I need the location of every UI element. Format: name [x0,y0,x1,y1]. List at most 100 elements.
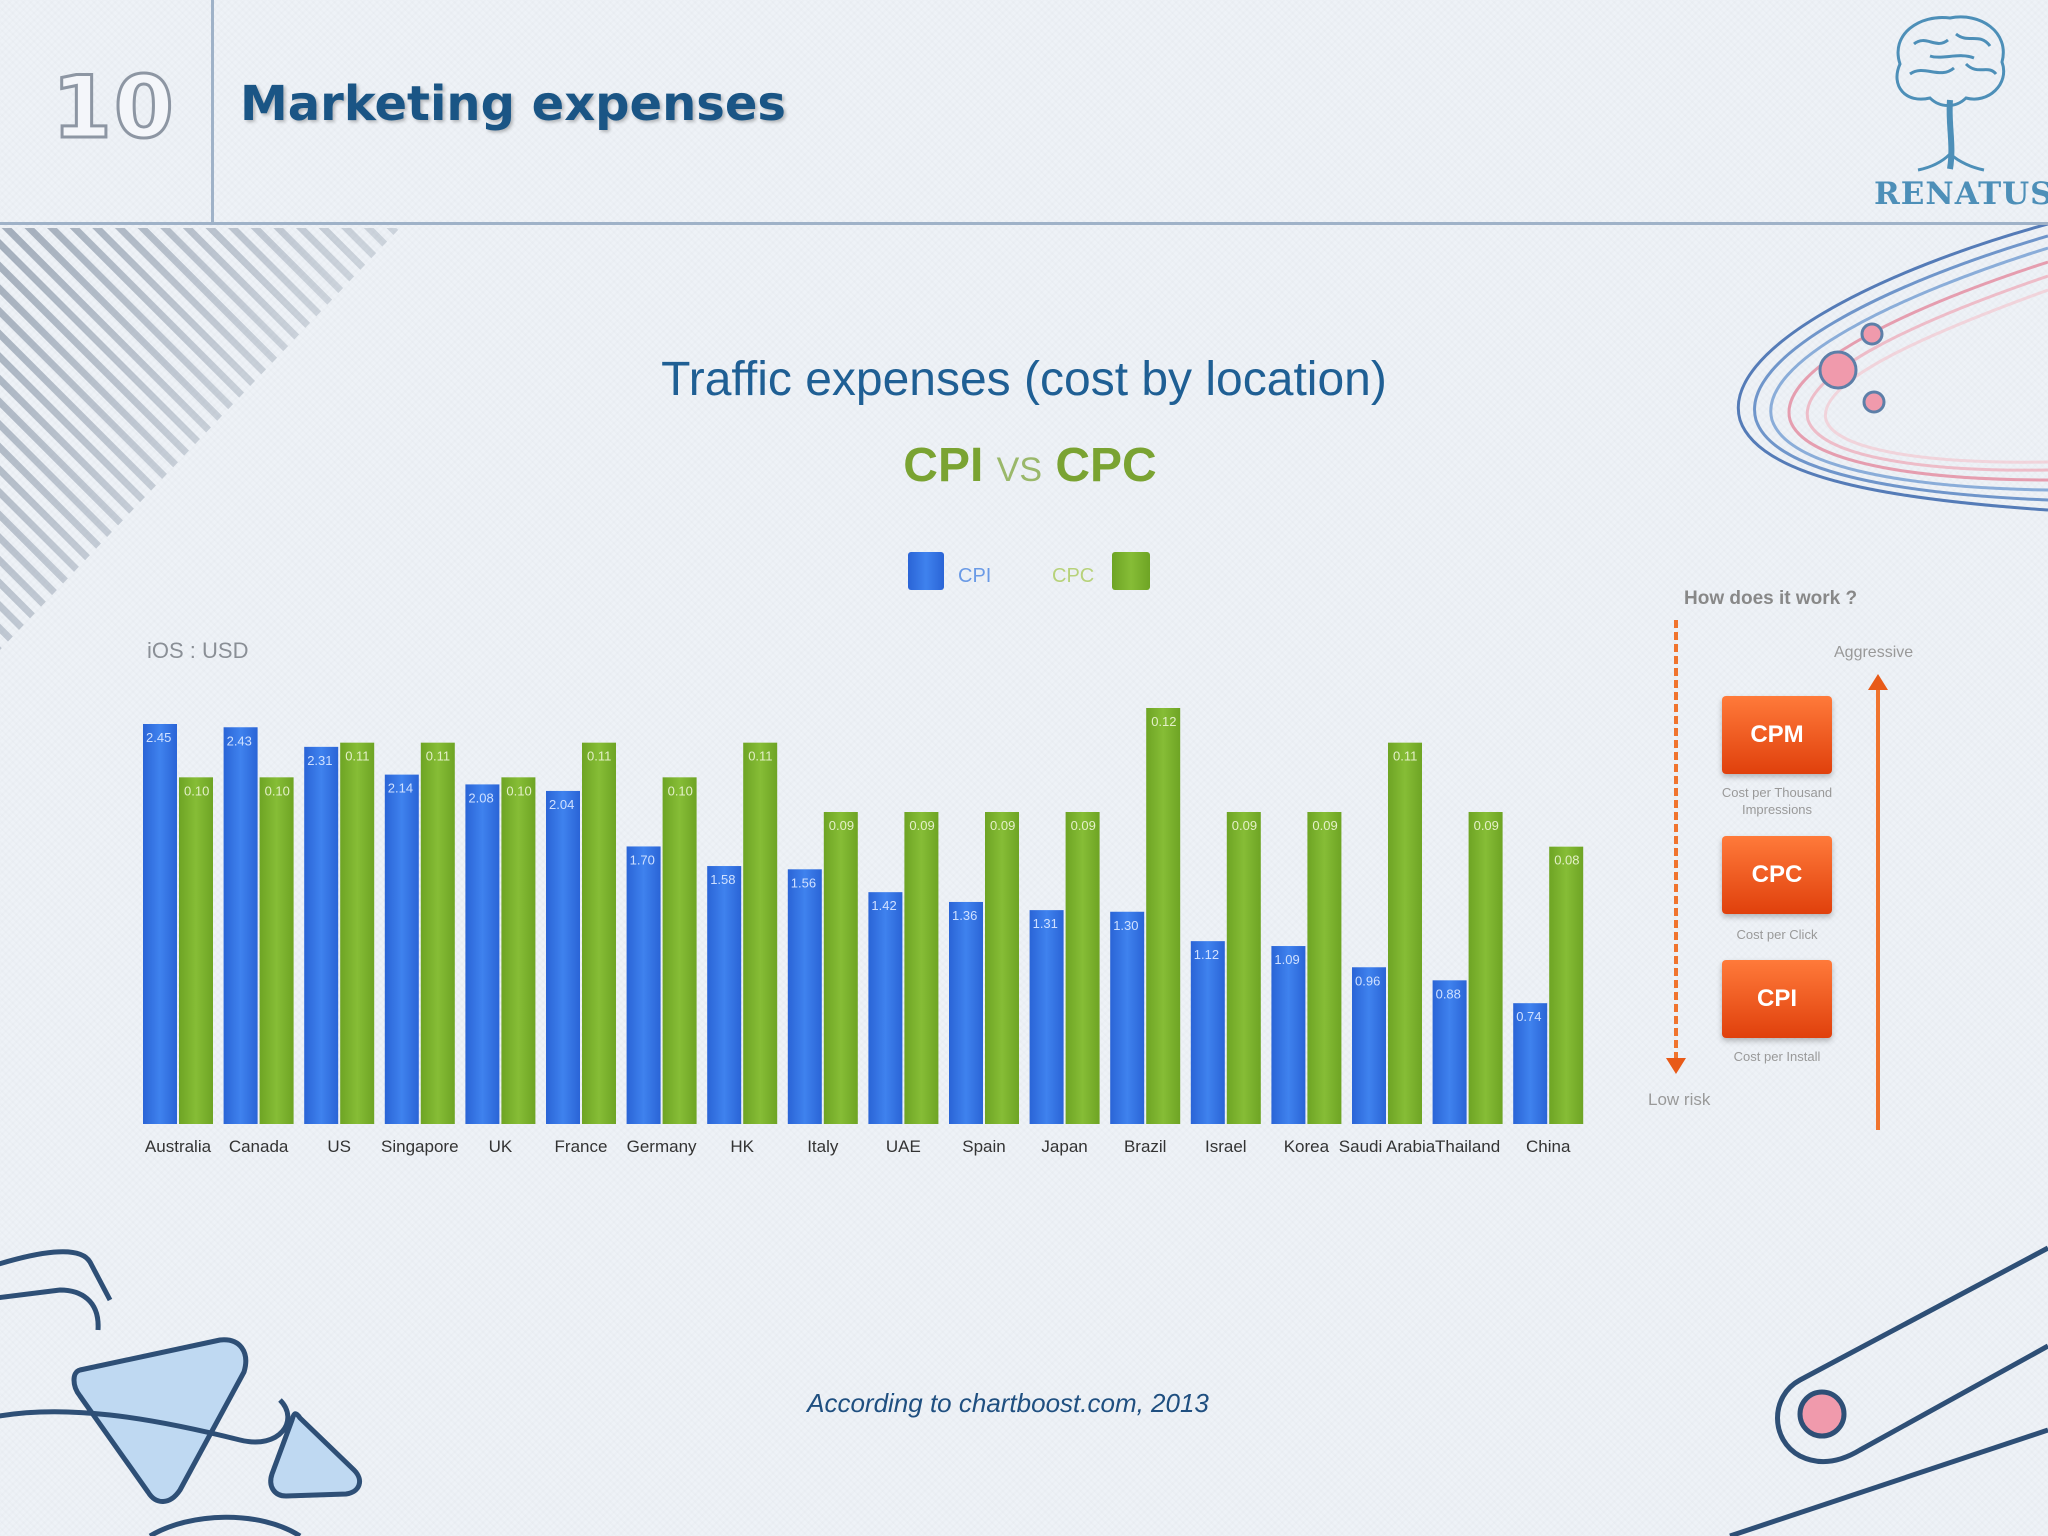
data-label-cpc: 0.09 [1232,818,1257,833]
data-label-cpi: 0.74 [1516,1009,1541,1024]
data-label-cpi: 1.36 [952,908,977,923]
bar-cpi [223,727,258,1124]
low-risk-label: Low risk [1648,1090,1711,1109]
bar-cpi [1190,941,1225,1124]
x-tick-label: HK [730,1137,754,1156]
bar-cpi [707,866,742,1124]
bar-cpi [1110,911,1145,1124]
x-tick-label: Australia [145,1137,212,1156]
cpm-box: CPM [1722,696,1832,774]
legend-label-cpc: CPC [1052,565,1094,587]
bar-cpc [743,742,778,1124]
renatus-logo [1895,15,2006,172]
bar-cpc [1549,846,1584,1124]
bar-cpc [259,777,294,1124]
data-label-cpi: 2.45 [146,730,171,745]
bar-cpc [823,812,858,1124]
cpc-box: CPC [1722,836,1832,914]
bottom-left-shapes [0,1249,363,1536]
page-title: Marketing expenses [240,76,786,132]
data-label-cpc: 0.10 [506,783,531,798]
bar-cpi [143,724,177,1124]
x-tick-label: Italy [807,1137,839,1156]
x-tick-label: Singapore [381,1137,459,1156]
data-label-cpi: 1.30 [1113,918,1138,933]
x-tick-label: UK [489,1137,513,1156]
data-label-cpc: 0.09 [1312,818,1337,833]
x-tick-label: Israel [1205,1137,1247,1156]
chart-heading-cpc: CPC [1055,439,1157,492]
data-label-cpi: 2.43 [227,733,252,748]
x-tick-label: US [327,1137,351,1156]
bar-cpc [904,812,939,1124]
data-label-cpc: 0.11 [345,749,369,764]
brain-tree-icon [1895,15,2006,172]
cpi-caption: Cost per Install [1733,1049,1821,1064]
bar-cpc [501,777,536,1124]
data-label-cpi: 1.70 [630,852,655,867]
x-tick-label: China [1526,1137,1571,1156]
x-tick-label: UAE [886,1137,921,1156]
cpi-box: CPI [1722,960,1832,1038]
chart-heading: CPI VS CPC [900,438,1160,493]
bar-cpi [304,746,339,1124]
data-label-cpc: 0.09 [1474,818,1499,833]
data-label-cpc: 0.08 [1554,853,1579,868]
bar-cpi [465,784,500,1124]
bar-cpi [1513,1003,1548,1124]
how-it-works-panel: How does it work ? Aggressive CPM Cost p… [1640,580,1930,1140]
data-label-cpi: 2.14 [388,781,413,796]
bar-cpc [1388,742,1422,1124]
bar-cpc [985,812,1019,1124]
data-label-cpc: 0.11 [748,749,772,764]
bottom-right-shapes [1729,1245,2048,1536]
bar-cpc [1307,812,1342,1124]
header-divider-vertical [211,0,214,224]
data-label-cpi: 2.04 [549,797,574,812]
bar-cpc [179,777,213,1124]
arrow-up-icon [1868,674,1888,690]
pink-dots [1818,322,1886,414]
bar-cpc [340,742,375,1124]
data-label-cpc: 0.09 [909,818,934,833]
unit-label: iOS : USD [147,638,248,663]
bar-cpc [662,777,697,1124]
bar-cpc [420,742,455,1124]
data-label-cpi: 2.08 [468,790,493,805]
bar-cpi [1029,910,1064,1124]
bar-cpc [1468,812,1503,1124]
data-label-cpc: 0.09 [990,818,1015,833]
legend-swatch-cpc [1112,552,1150,590]
data-label-cpi: 1.58 [710,872,735,887]
brand-name: RENATUS [1874,176,2048,212]
bar-cpc [582,742,616,1124]
bar-cpi [626,846,661,1124]
data-label-cpi: 1.42 [871,898,896,913]
data-label-cpc: 0.09 [1071,818,1096,833]
bar-cpi [787,869,822,1124]
aggressive-label: Aggressive [1834,644,1914,661]
bar-cpc [1146,708,1181,1124]
data-label-cpc: 0.12 [1151,714,1176,729]
bar-cpi [1352,967,1386,1124]
data-label-cpi: 1.12 [1194,947,1219,962]
slide-subtitle: Traffic expenses (cost by location) [661,353,1387,406]
bar-cpi [868,892,903,1124]
data-label-cpc: 0.11 [1393,749,1417,764]
data-label-cpc: 0.11 [587,749,611,764]
chart-heading-cpi: CPI [903,439,984,492]
data-label-cpc: 0.11 [426,749,450,764]
data-label-cpi: 1.09 [1274,952,1299,967]
cpm-caption: Cost per Thousand Impressions [1721,785,1833,817]
chart-heading-vs: VS [996,451,1043,489]
x-tick-label: Korea [1284,1137,1330,1156]
bar-cpi [1271,946,1306,1124]
header-divider-horizontal [0,222,2048,225]
data-label-cpc: 0.09 [829,818,854,833]
data-label-cpc: 0.10 [668,783,693,798]
x-tick-label: Japan [1041,1137,1087,1156]
risk-arrow-down [1674,620,1678,1060]
data-label-cpi: 0.96 [1355,973,1380,988]
